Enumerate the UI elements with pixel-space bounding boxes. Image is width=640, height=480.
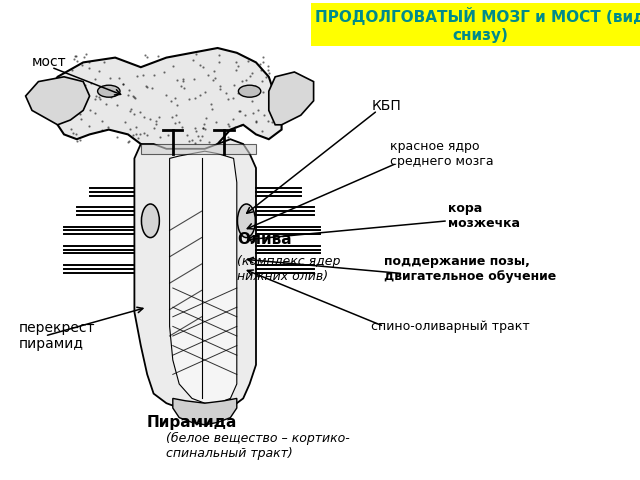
Text: мост: мост [32,55,67,70]
Text: кора
мозжечка: кора мозжечка [448,202,520,230]
Ellipse shape [141,204,159,238]
Text: Пирамида: Пирамида [147,415,237,430]
Polygon shape [173,398,237,425]
Ellipse shape [239,85,261,97]
Text: спино-оливарный тракт: спино-оливарный тракт [371,320,530,333]
Polygon shape [26,77,90,125]
Polygon shape [45,48,282,158]
Ellipse shape [98,85,120,97]
Polygon shape [170,151,237,403]
Text: (комплекс ядер
нижних олив): (комплекс ядер нижних олив) [237,255,340,283]
Polygon shape [134,139,256,413]
Polygon shape [141,144,256,154]
Text: Олива: Олива [237,232,291,248]
Text: поддержание позы,
двигательное обучение: поддержание позы, двигательное обучение [384,255,556,283]
Polygon shape [269,72,314,125]
Text: красное ядро
среднего мозга: красное ядро среднего мозга [390,140,494,168]
Ellipse shape [237,204,255,238]
Text: (белое вещество – кортико-
спинальный тракт): (белое вещество – кортико- спинальный тр… [166,432,350,460]
Text: КБП: КБП [371,98,401,113]
Text: ПРОДОЛГОВАТЫЙ МОЗГ и МОСТ (вид
снизу): ПРОДОЛГОВАТЫЙ МОЗГ и МОСТ (вид снизу) [315,7,640,43]
Text: перекрест
пирамид: перекрест пирамид [19,321,96,351]
